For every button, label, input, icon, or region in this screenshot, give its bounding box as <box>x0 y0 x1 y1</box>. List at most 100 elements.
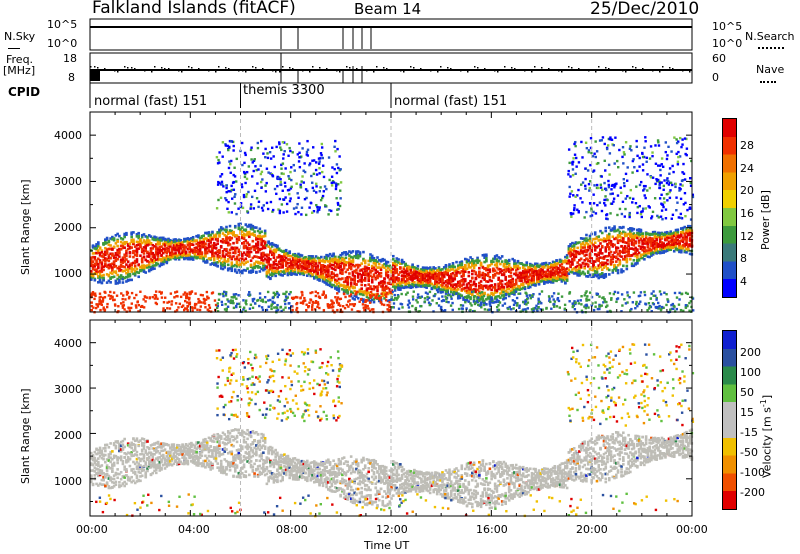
power-cell <box>456 284 460 287</box>
power-cell <box>163 241 167 245</box>
power-cell <box>269 242 272 246</box>
power-cell <box>262 259 265 262</box>
power-cell <box>126 260 130 263</box>
power-cell <box>444 272 448 276</box>
power-cell <box>233 251 237 255</box>
power-cell <box>212 246 216 249</box>
power-cell <box>302 261 306 265</box>
power-cell <box>130 270 133 273</box>
power-cell <box>295 264 299 268</box>
power-cell <box>353 298 356 301</box>
power-cell <box>327 269 330 273</box>
power-cell <box>193 248 197 251</box>
power-cell <box>202 238 205 241</box>
power-cell <box>463 286 467 290</box>
nave-point <box>420 68 422 70</box>
power-cell <box>384 262 388 265</box>
power-cell <box>286 269 290 273</box>
power-cell <box>116 239 119 243</box>
power-cell <box>197 241 200 245</box>
power-cell <box>290 272 293 275</box>
power-cell <box>144 246 148 250</box>
power-cell <box>469 290 472 294</box>
power-cell <box>91 264 95 267</box>
power-cell <box>344 279 348 283</box>
power-cell <box>256 234 260 238</box>
power-cell <box>263 266 267 270</box>
power-cell <box>305 264 309 268</box>
power-cell <box>256 249 260 252</box>
power-cell <box>219 239 223 243</box>
power-cell <box>418 281 421 284</box>
power-cell <box>607 246 611 249</box>
power-cell <box>174 238 177 241</box>
power-cell <box>211 262 214 265</box>
power-cell <box>151 251 155 255</box>
power-cell <box>353 264 356 268</box>
power-cell <box>342 259 346 262</box>
power-cell <box>163 256 167 260</box>
power-cell <box>362 267 365 271</box>
power-cell <box>255 255 258 259</box>
cpid-segment-3: normal (fast) 151 <box>394 94 508 109</box>
power-cell <box>256 261 260 265</box>
power-cell <box>297 269 300 272</box>
power-cell <box>353 274 356 278</box>
power-cell <box>241 242 244 245</box>
power-cell <box>161 256 165 260</box>
power-cell <box>158 236 162 240</box>
power-cell <box>270 250 274 254</box>
power-cell <box>449 272 453 276</box>
power-cell <box>455 260 458 264</box>
power-cell <box>413 266 416 269</box>
power-cell <box>453 288 457 292</box>
power-cell <box>265 272 269 275</box>
nave-tick-bottom: 0 <box>712 71 719 84</box>
power-cell <box>413 268 416 271</box>
power-cell <box>161 251 165 255</box>
power-cell <box>335 260 339 264</box>
power-cell <box>404 262 407 266</box>
power-cell <box>444 267 448 271</box>
power-cell <box>397 277 400 280</box>
power-cell <box>198 247 202 251</box>
nsearch-tick-bottom: 10^0 <box>712 37 743 50</box>
power-cell <box>241 269 244 273</box>
power-cell <box>369 256 372 259</box>
power-cell <box>90 260 93 263</box>
power-cell <box>183 247 186 250</box>
power-cell <box>241 257 244 260</box>
power-cell <box>325 279 328 282</box>
power-cell <box>225 260 228 263</box>
nave-point <box>679 69 681 71</box>
power-cell <box>246 225 249 228</box>
power-cell <box>205 247 209 250</box>
power-cell <box>161 258 165 262</box>
power-cell <box>367 287 371 290</box>
power-cell <box>595 270 599 274</box>
power-cell <box>267 256 270 260</box>
power-cell <box>176 242 179 245</box>
power-cell <box>241 230 244 233</box>
power-cell <box>365 266 369 270</box>
power-cell <box>228 251 232 255</box>
nave-point <box>672 68 674 70</box>
power-cell <box>174 242 177 246</box>
power-cell <box>441 271 444 275</box>
power-cell <box>116 251 119 254</box>
xtick-1: 04:00 <box>178 523 210 536</box>
power-cell <box>349 290 353 294</box>
power-cell <box>235 241 239 244</box>
power-cell <box>384 264 388 268</box>
power-cell <box>216 260 220 264</box>
power-cell <box>636 248 639 251</box>
power-cell <box>467 286 471 290</box>
power-cell <box>386 260 390 264</box>
nave-point <box>494 70 496 72</box>
power-cell <box>209 238 212 242</box>
power-cell <box>139 239 142 242</box>
nave-point <box>558 70 560 72</box>
power-cell <box>137 236 141 240</box>
power-cell <box>119 247 123 251</box>
power-cell <box>420 270 423 273</box>
